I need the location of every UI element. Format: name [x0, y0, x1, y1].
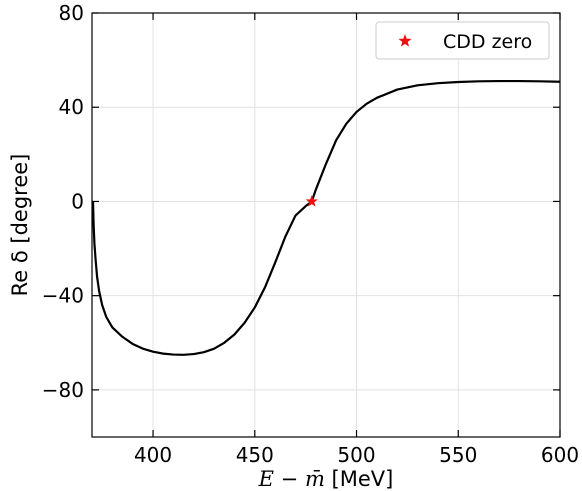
x-tick-label: 400 [134, 443, 172, 467]
plot-frame [91, 12, 561, 438]
phase-shift-curve [91, 79, 561, 356]
y-tick-label: −40 [42, 284, 84, 308]
x-axis-label-part-1: E [258, 467, 274, 491]
x-axis-label-part-2: − [274, 467, 305, 491]
y-axis-label: Re δ [degree] [8, 154, 32, 297]
x-axis-label-part-3: m̄ [305, 467, 325, 491]
cdd-zero-marker [305, 195, 318, 207]
x-tick-label: 600 [541, 443, 579, 467]
grid-lines [92, 12, 561, 437]
x-axis-label-part-4: [MeV] [325, 467, 393, 491]
y-tick-label: 0 [71, 189, 84, 213]
y-tick-label: −80 [42, 378, 84, 402]
y-tick-label: 40 [59, 95, 84, 119]
x-tick-label: 550 [439, 443, 477, 467]
x-tick-label: 500 [337, 443, 375, 467]
plot-series [91, 79, 561, 356]
legend-star-icon [398, 34, 412, 47]
x-axis-label: E − m̄ [MeV] [258, 467, 394, 491]
legend-label-cdd-zero: CDD zero [443, 31, 532, 53]
tick-labels: 400 450 500 550 600 −80 −40 0 40 80 [42, 1, 579, 467]
legend: CDD zero [375, 21, 550, 60]
legend-box [375, 21, 550, 60]
axis-ticks [92, 12, 561, 437]
x-tick-label: 450 [236, 443, 274, 467]
y-tick-label: 80 [59, 1, 84, 25]
